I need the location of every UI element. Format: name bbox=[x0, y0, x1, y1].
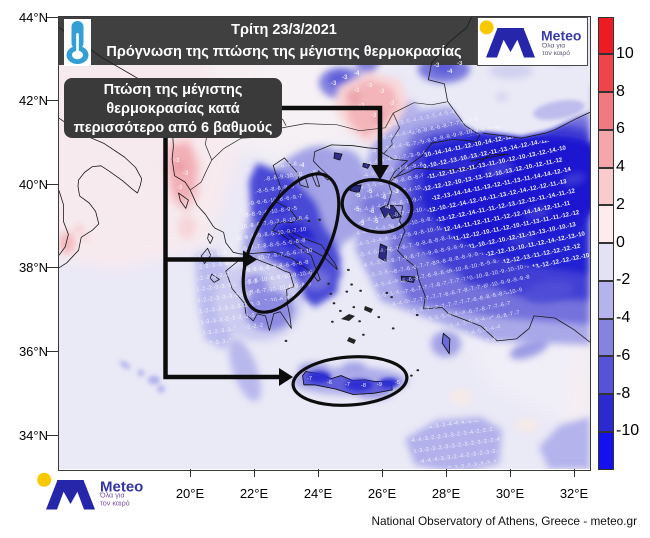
svg-text:-7: -7 bbox=[307, 376, 312, 382]
svg-text:-3: -3 bbox=[389, 101, 395, 107]
svg-text:-4: -4 bbox=[299, 163, 305, 169]
svg-text:-3: -3 bbox=[379, 89, 385, 95]
svg-text:-9: -9 bbox=[377, 382, 382, 388]
svg-text:-3: -3 bbox=[183, 171, 189, 177]
svg-text:τον καιρό: τον καιρό bbox=[542, 49, 570, 57]
svg-text:-5: -5 bbox=[367, 189, 373, 195]
svg-text:-4: -4 bbox=[385, 205, 391, 211]
svg-text:-3: -3 bbox=[354, 88, 360, 94]
svg-text:-3: -3 bbox=[434, 63, 440, 69]
svg-text:Όλα για: Όλα για bbox=[99, 491, 125, 500]
svg-text:-3: -3 bbox=[342, 75, 348, 81]
svg-text:-3: -3 bbox=[177, 185, 183, 191]
svg-text:-3: -3 bbox=[371, 113, 377, 119]
svg-text:-5: -5 bbox=[355, 193, 361, 199]
svg-text:-6: -6 bbox=[327, 380, 332, 386]
svg-text:Meteo: Meteo bbox=[541, 28, 581, 44]
svg-text:-4: -4 bbox=[354, 71, 360, 77]
svg-text:-7: -7 bbox=[345, 382, 350, 388]
svg-text:-3: -3 bbox=[393, 189, 399, 195]
svg-text:-4: -4 bbox=[447, 69, 453, 75]
svg-text:-5: -5 bbox=[373, 219, 379, 225]
svg-text:Meteo: Meteo bbox=[100, 479, 143, 496]
svg-text:-3: -3 bbox=[331, 81, 337, 87]
svg-text:-8: -8 bbox=[361, 383, 366, 389]
svg-text:-3: -3 bbox=[367, 83, 373, 89]
svg-text:-5: -5 bbox=[395, 380, 400, 386]
svg-text:-5: -5 bbox=[354, 207, 360, 213]
svg-text:-6: -6 bbox=[381, 195, 387, 201]
svg-text:-3: -3 bbox=[174, 158, 180, 164]
svg-text:-6: -6 bbox=[369, 209, 375, 215]
svg-text:-5: -5 bbox=[359, 221, 365, 227]
svg-text:-3: -3 bbox=[457, 61, 463, 67]
svg-text:Όλα για: Όλα για bbox=[541, 43, 565, 50]
svg-text:τον καιρό: τον καιρό bbox=[100, 499, 130, 508]
